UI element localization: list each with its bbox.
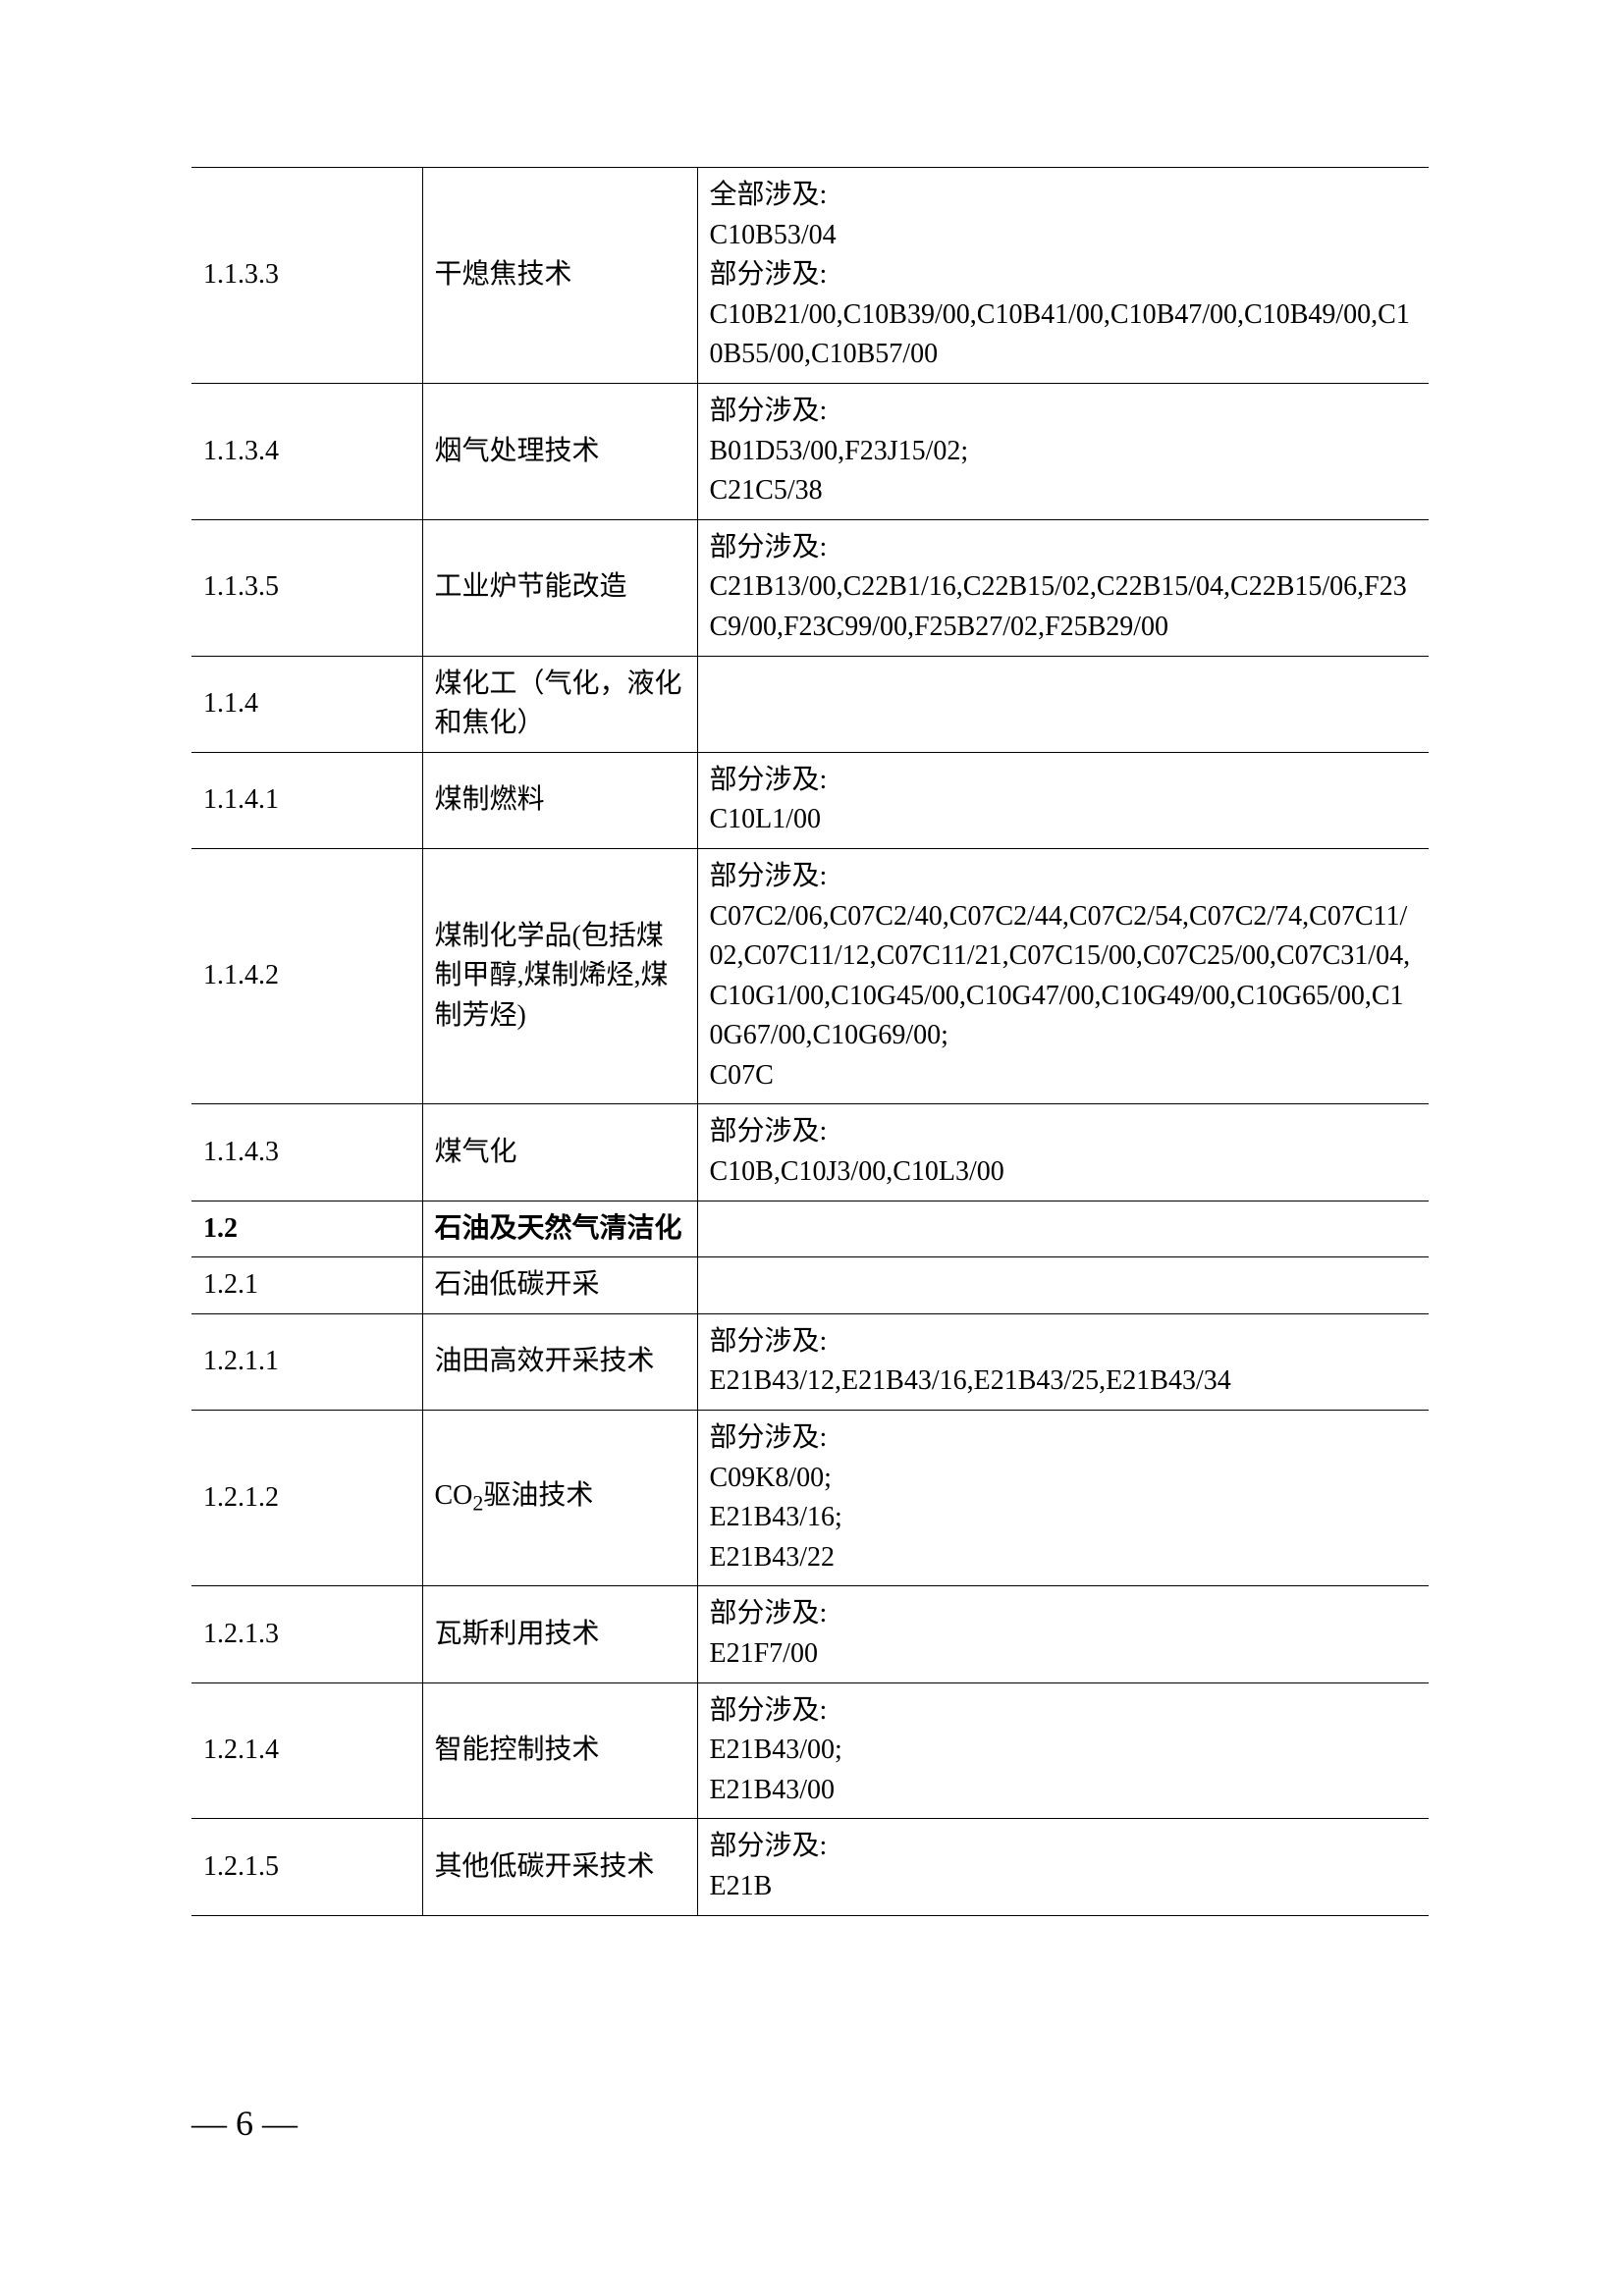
desc-cell: 部分涉及: C10L1/00	[697, 752, 1429, 848]
desc-cell: 部分涉及: C21B13/00,C22B1/16,C22B15/02,C22B1…	[697, 519, 1429, 656]
table-row: 1.2.1.5其他低碳开采技术部分涉及: E21B	[191, 1819, 1429, 1915]
code-cell: 1.1.4.3	[191, 1104, 422, 1201]
code-cell: 1.1.4.2	[191, 848, 422, 1104]
desc-cell: 部分涉及: C07C2/06,C07C2/40,C07C2/44,C07C2/5…	[697, 848, 1429, 1104]
table-row: 1.1.4.2煤制化学品(包括煤制甲醇,煤制烯烃,煤制芳烃)部分涉及: C07C…	[191, 848, 1429, 1104]
name-cell: 煤制化学品(包括煤制甲醇,煤制烯烃,煤制芳烃)	[422, 848, 697, 1104]
code-cell: 1.2.1.1	[191, 1313, 422, 1410]
name-cell: 煤气化	[422, 1104, 697, 1201]
code-cell: 1.2.1.5	[191, 1819, 422, 1915]
desc-cell	[697, 1201, 1429, 1257]
table-row: 1.2.1.2CO2驱油技术部分涉及: C09K8/00; E21B43/16;…	[191, 1411, 1429, 1586]
name-cell: 其他低碳开采技术	[422, 1819, 697, 1915]
name-cell: 工业炉节能改造	[422, 519, 697, 656]
desc-cell: 全部涉及: C10B53/04 部分涉及: C10B21/00,C10B39/0…	[697, 168, 1429, 384]
code-cell: 1.2.1.3	[191, 1586, 422, 1682]
table-row: 1.2.1.3瓦斯利用技术部分涉及: E21F7/00	[191, 1586, 1429, 1682]
code-cell: 1.2.1	[191, 1257, 422, 1314]
desc-cell: 部分涉及: C10B,C10J3/00,C10L3/00	[697, 1104, 1429, 1201]
desc-cell: 部分涉及: E21B43/00; E21B43/00	[697, 1682, 1429, 1819]
table-row: 1.1.4.3煤气化部分涉及: C10B,C10J3/00,C10L3/00	[191, 1104, 1429, 1201]
table-row: 1.1.3.3干熄焦技术全部涉及: C10B53/04 部分涉及: C10B21…	[191, 168, 1429, 384]
desc-cell: 部分涉及: E21F7/00	[697, 1586, 1429, 1682]
table-row: 1.2.1.1油田高效开采技术部分涉及: E21B43/12,E21B43/16…	[191, 1313, 1429, 1410]
desc-cell: 部分涉及: B01D53/00,F23J15/02; C21C5/38	[697, 383, 1429, 519]
code-cell: 1.1.3.4	[191, 383, 422, 519]
table-row: 1.2石油及天然气清洁化	[191, 1201, 1429, 1257]
classification-table: 1.1.3.3干熄焦技术全部涉及: C10B53/04 部分涉及: C10B21…	[191, 167, 1429, 1916]
name-cell: 煤制燃料	[422, 752, 697, 848]
table-row: 1.1.4.1煤制燃料部分涉及: C10L1/00	[191, 752, 1429, 848]
code-cell: 1.2.1.4	[191, 1682, 422, 1819]
name-cell: 煤化工（气化，液化和焦化）	[422, 656, 697, 752]
table-row: 1.1.4煤化工（气化，液化和焦化）	[191, 656, 1429, 752]
page-number: — 6 —	[191, 2103, 298, 2144]
name-cell: 石油低碳开采	[422, 1257, 697, 1314]
desc-cell	[697, 1257, 1429, 1314]
page-content: 1.1.3.3干熄焦技术全部涉及: C10B53/04 部分涉及: C10B21…	[191, 167, 1429, 1916]
desc-cell: 部分涉及: E21B43/12,E21B43/16,E21B43/25,E21B…	[697, 1313, 1429, 1410]
name-cell: 石油及天然气清洁化	[422, 1201, 697, 1257]
desc-cell: 部分涉及: C09K8/00; E21B43/16; E21B43/22	[697, 1411, 1429, 1586]
table-row: 1.2.1.4智能控制技术部分涉及: E21B43/00; E21B43/00	[191, 1682, 1429, 1819]
code-cell: 1.1.4	[191, 656, 422, 752]
table-row: 1.1.3.4烟气处理技术部分涉及: B01D53/00,F23J15/02; …	[191, 383, 1429, 519]
name-cell: 瓦斯利用技术	[422, 1586, 697, 1682]
desc-cell	[697, 656, 1429, 752]
table-row: 1.2.1石油低碳开采	[191, 1257, 1429, 1314]
code-cell: 1.1.3.3	[191, 168, 422, 384]
code-cell: 1.2	[191, 1201, 422, 1257]
table-row: 1.1.3.5工业炉节能改造部分涉及: C21B13/00,C22B1/16,C…	[191, 519, 1429, 656]
code-cell: 1.1.4.1	[191, 752, 422, 848]
code-cell: 1.2.1.2	[191, 1411, 422, 1586]
desc-cell: 部分涉及: E21B	[697, 1819, 1429, 1915]
code-cell: 1.1.3.5	[191, 519, 422, 656]
name-cell: 烟气处理技术	[422, 383, 697, 519]
name-cell: 油田高效开采技术	[422, 1313, 697, 1410]
name-cell: CO2驱油技术	[422, 1411, 697, 1586]
name-cell: 干熄焦技术	[422, 168, 697, 384]
name-cell: 智能控制技术	[422, 1682, 697, 1819]
